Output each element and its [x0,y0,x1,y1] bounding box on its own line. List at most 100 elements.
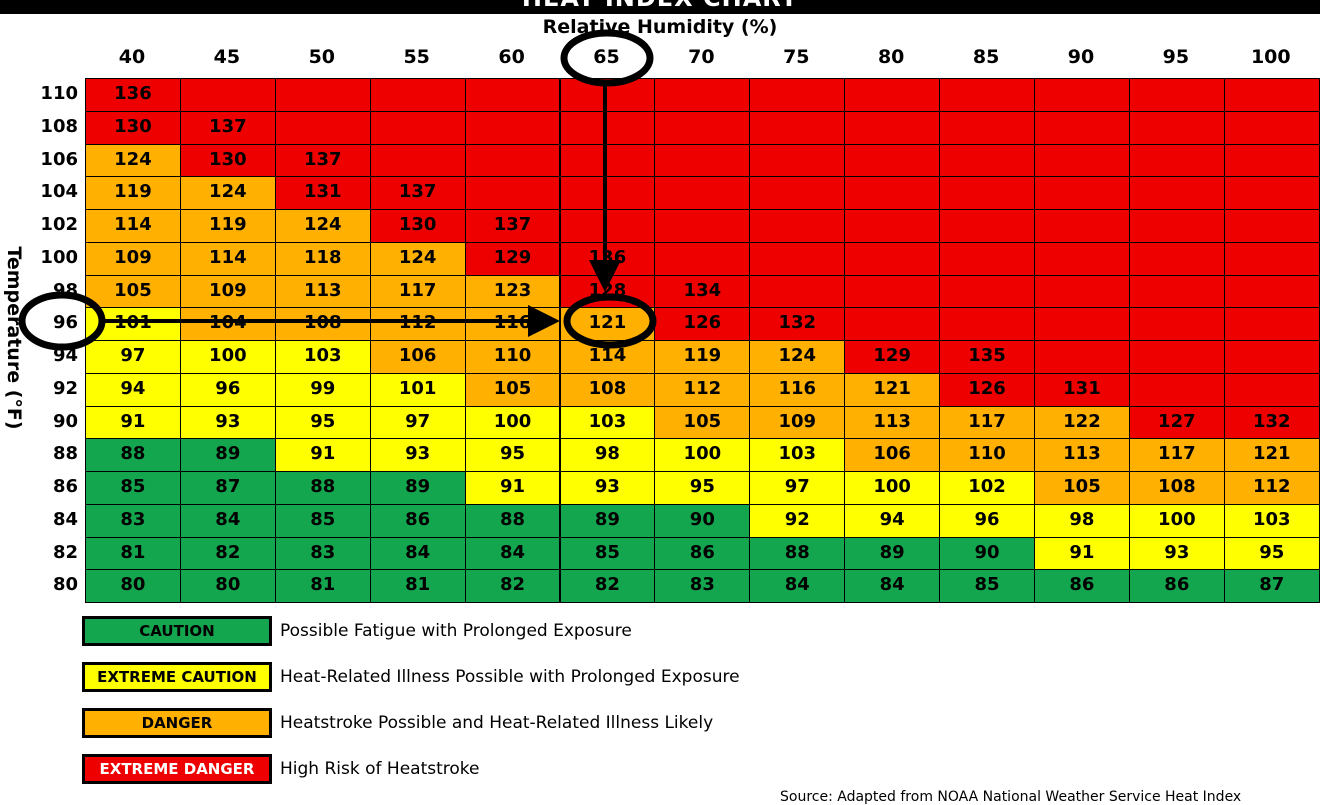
heat-cell [1034,340,1130,374]
heat-cell: 113 [844,405,941,440]
heat-cell [1034,307,1130,341]
heat-cell [274,110,371,145]
heat-cell: 108 [559,372,656,407]
heat-cell: 88 [749,536,846,571]
heat-cell: 89 [369,471,466,505]
heat-cell: 88 [464,503,561,538]
heat-cell: 129 [844,340,941,374]
column-header-45: 45 [213,46,241,68]
heat-cell [654,241,751,276]
column-header-50: 50 [308,46,336,68]
heat-cell: 126 [654,307,751,341]
heat-cell: 114 [559,340,656,374]
heat-cell: 84 [464,536,561,571]
heat-cell [464,110,561,145]
heat-cell: 103 [1223,503,1320,538]
heat-cell: 86 [369,503,466,538]
heat-cell: 103 [274,340,371,374]
heat-cell: 132 [1223,405,1320,440]
heat-cell: 137 [179,110,276,145]
heat-cell [654,209,751,243]
heat-cell: 95 [464,438,561,472]
legend-description: Possible Fatigue with Prolonged Exposure [280,621,632,641]
heat-cell: 122 [1034,405,1130,440]
heat-cell [844,110,941,145]
heat-cell: 86 [1128,569,1225,603]
heat-cell: 93 [179,405,276,440]
row-header-108: 108 [40,115,78,137]
heat-cell: 106 [369,340,466,374]
column-header-60: 60 [498,46,525,68]
heat-cell: 91 [464,471,561,505]
heat-cell [654,143,751,178]
heat-cell: 89 [559,503,656,538]
heat-cell: 95 [1223,536,1320,571]
heat-cell: 82 [559,569,656,603]
x-axis-label: Relative Humidity (%) [542,16,778,38]
heat-cell: 100 [844,471,941,505]
heat-cell: 117 [939,405,1035,440]
heat-cell: 97 [749,471,846,505]
source-note: Source: Adapted from NOAA National Weath… [780,789,1242,805]
heat-cell: 90 [654,503,751,538]
heat-cell: 100 [654,438,751,472]
heat-cell [559,78,656,112]
heat-cell: 96 [939,503,1035,538]
heat-cell: 84 [369,536,466,571]
heat-cell: 84 [844,569,941,603]
heat-cell [749,241,846,276]
heat-cell: 124 [274,209,371,243]
heat-cell [1223,209,1320,243]
heat-cell: 130 [369,209,466,243]
heat-cell [1223,143,1320,178]
heat-cell [939,241,1035,276]
heat-cell [1128,372,1225,407]
heat-cell: 128 [559,274,656,309]
heat-cell [179,78,276,112]
heat-cell: 109 [179,274,276,309]
heat-cell: 105 [464,372,561,407]
heat-cell: 85 [85,471,181,505]
heat-cell: 119 [85,176,181,210]
row-header-98: 98 [52,279,78,301]
heat-cell: 109 [85,241,181,276]
heat-cell [559,176,656,210]
heat-cell: 108 [274,307,371,341]
heat-cell: 117 [369,274,466,309]
heat-cell: 95 [654,471,751,505]
heat-cell [1223,340,1320,374]
heat-cell: 82 [179,536,276,571]
legend-description: Heat-Related Illness Possible with Prolo… [280,667,740,687]
heat-cell: 114 [85,209,181,243]
heat-cell: 85 [274,503,371,538]
heat-cell: 106 [844,438,941,472]
heat-cell [1223,176,1320,210]
heat-cell: 81 [274,569,371,603]
heat-cell: 113 [1034,438,1130,472]
heat-cell: 96 [179,372,276,407]
heat-cell: 112 [654,372,751,407]
heat-cell [1223,307,1320,341]
heat-cell: 90 [939,536,1035,571]
heat-cell [749,78,846,112]
heat-cell: 80 [179,569,276,603]
row-header-82: 82 [52,541,78,563]
heat-cell: 87 [1223,569,1320,603]
heat-cell [369,143,466,178]
heat-cell: 123 [464,274,561,309]
heat-cell [1128,78,1225,112]
row-header-88: 88 [52,443,78,465]
heat-cell [464,143,561,178]
heat-cell [939,307,1035,341]
heat-cell: 103 [559,405,656,440]
heat-cell [1034,176,1130,210]
heat-cell: 116 [749,372,846,407]
chart-title: HEAT INDEX CHART [0,0,1320,12]
heat-cell: 108 [1128,471,1225,505]
heat-cell: 112 [1223,471,1320,505]
heat-cell [844,78,941,112]
heat-cell: 105 [85,274,181,309]
heat-cell [1034,274,1130,309]
y-axis-label-wrap: Temperature (°F) [2,238,26,438]
heat-cell [1034,78,1130,112]
